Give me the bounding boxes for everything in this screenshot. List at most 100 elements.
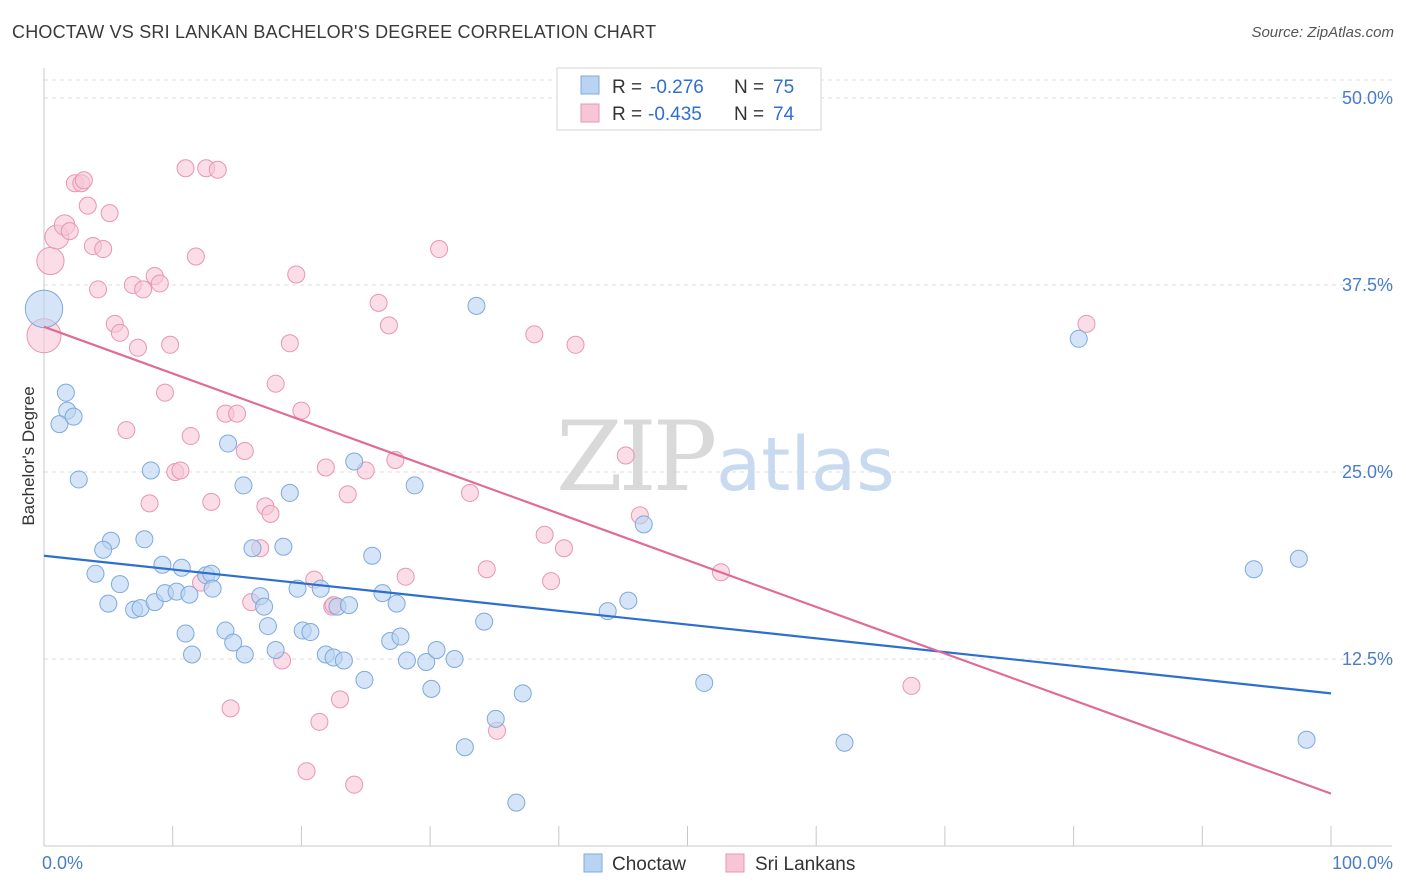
choctaw-point-69 [695, 673, 714, 692]
legend-n-label-srilankan: N = [734, 104, 764, 125]
watermark-zip: ZIP [556, 401, 715, 513]
choctaw-point-46 [340, 596, 359, 615]
srilankan-point-55 [369, 293, 388, 312]
choctaw-point-19 [180, 585, 199, 604]
srilankan-point-23 [161, 335, 180, 354]
srilankan-point-68 [616, 446, 635, 465]
choctaw-point-34 [258, 617, 277, 636]
bottom-legend-label-srilankan: Sri Lankans [755, 854, 855, 875]
srilankan-point-18 [134, 280, 153, 299]
choctaw-point-65 [513, 684, 532, 703]
y-tick-label-1: 25.0% [1342, 462, 1393, 482]
y-tick-label-2: 37.5% [1342, 275, 1393, 295]
choctaw-point-35 [266, 641, 285, 660]
choctaw-point-48 [355, 670, 374, 689]
choctaw-point-4 [56, 383, 75, 402]
srilankan-point-31 [202, 492, 221, 511]
srilankan-point-71 [902, 676, 921, 695]
srilankan-point-41 [266, 374, 285, 393]
choctaw-trend-line [43, 554, 1332, 695]
srilankan-point-36 [235, 442, 254, 461]
choctaw-point-2 [50, 415, 69, 434]
bottom-legend-swatch-srilankan [725, 853, 745, 873]
choctaw-point-52 [387, 594, 406, 613]
choctaw-point-59 [445, 649, 464, 668]
choctaw-point-41 [311, 579, 330, 598]
y-axis-label: Bachelor's Degree [19, 386, 38, 525]
chart-title: CHOCTAW VS SRI LANKAN BACHELOR'S DEGREE … [12, 22, 657, 42]
legend-r-label-choctaw: R = [612, 77, 642, 98]
choctaw-point-54 [397, 651, 416, 670]
choctaw-point-47 [345, 452, 364, 471]
y-tick-label-3: 50.0% [1342, 88, 1393, 108]
srilankan-point-67 [566, 335, 585, 354]
srilankan-point-64 [535, 525, 554, 544]
choctaw-point-33 [255, 597, 274, 616]
srilankan-point-58 [396, 567, 415, 586]
choctaw-point-73 [1297, 730, 1316, 749]
choctaw-point-29 [234, 476, 253, 495]
choctaw-point-45 [334, 651, 353, 670]
legend-swatch-srilankan [580, 103, 600, 123]
srilankan-point-12 [100, 204, 119, 223]
bottom-legend-swatch-choctaw [583, 853, 603, 873]
legend-box [556, 67, 822, 131]
choctaw-point-60 [455, 738, 474, 757]
srilankan-points [26, 159, 1096, 794]
srilankan-point-56 [379, 316, 398, 335]
choctaw-point-57 [422, 679, 441, 698]
srilankan-point-7 [74, 171, 93, 190]
choctaw-point-63 [486, 709, 505, 728]
choctaw-point-24 [183, 645, 202, 664]
choctaw-point-61 [467, 296, 486, 315]
axes [43, 68, 1392, 847]
y-tick-label-0: 12.5% [1342, 649, 1393, 669]
trend-lines [43, 325, 1332, 795]
x-tick-labels: 0.0% 100.0% [42, 853, 1393, 873]
srilankan-point-19 [140, 494, 159, 513]
srilankan-point-52 [338, 485, 357, 504]
choctaw-point-56 [417, 652, 436, 671]
choctaw-point-74 [1244, 560, 1263, 579]
choctaw-point-55 [405, 476, 424, 495]
srilankan-point-43 [280, 334, 299, 353]
watermark-atlas: atlas [716, 422, 895, 508]
srilankan-point-17 [128, 338, 147, 357]
srilankan-point-59 [430, 240, 449, 259]
choctaw-point-23 [176, 624, 195, 643]
choctaw-point-17 [153, 555, 172, 574]
srilankan-point-65 [542, 572, 561, 591]
choctaw-point-37 [280, 483, 299, 502]
choctaw-point-62 [475, 612, 494, 631]
srilankan-point-46 [297, 762, 316, 781]
legend-swatch-choctaw [580, 75, 600, 95]
choctaw-point-30 [235, 645, 254, 664]
legend-r-label-srilankan: R = [612, 104, 642, 125]
srilankan-point-15 [117, 421, 136, 440]
choctaw-point-0 [24, 289, 64, 329]
choctaw-point-36 [274, 537, 293, 556]
choctaw-point-5 [69, 470, 88, 489]
srilankan-trend-line [43, 325, 1332, 795]
srilankan-point-25 [171, 461, 190, 480]
choctaw-point-58 [427, 641, 446, 660]
srilankan-point-61 [477, 560, 496, 579]
choctaw-point-21 [172, 558, 191, 577]
choctaw-point-64 [507, 793, 526, 812]
legend-n-value-srilankan: 74 [773, 104, 795, 125]
choctaw-point-53 [391, 627, 410, 646]
srilankan-point-34 [221, 699, 240, 718]
choctaw-point-70 [835, 733, 854, 752]
choctaw-point-25 [203, 579, 222, 598]
srilankan-point-35 [228, 404, 247, 423]
srilankan-point-14 [110, 323, 129, 342]
choctaw-point-40 [301, 623, 320, 642]
srilankan-point-51 [331, 690, 350, 709]
choctaw-points [24, 289, 1316, 812]
srilankan-point-40 [261, 504, 280, 523]
legend-n-value-choctaw: 75 [773, 77, 794, 98]
legend-n-label-choctaw: N = [734, 77, 764, 98]
srilankan-point-63 [525, 325, 544, 344]
source-label: Source: ZipAtlas.com [1251, 24, 1394, 41]
choctaw-point-49 [363, 546, 382, 565]
